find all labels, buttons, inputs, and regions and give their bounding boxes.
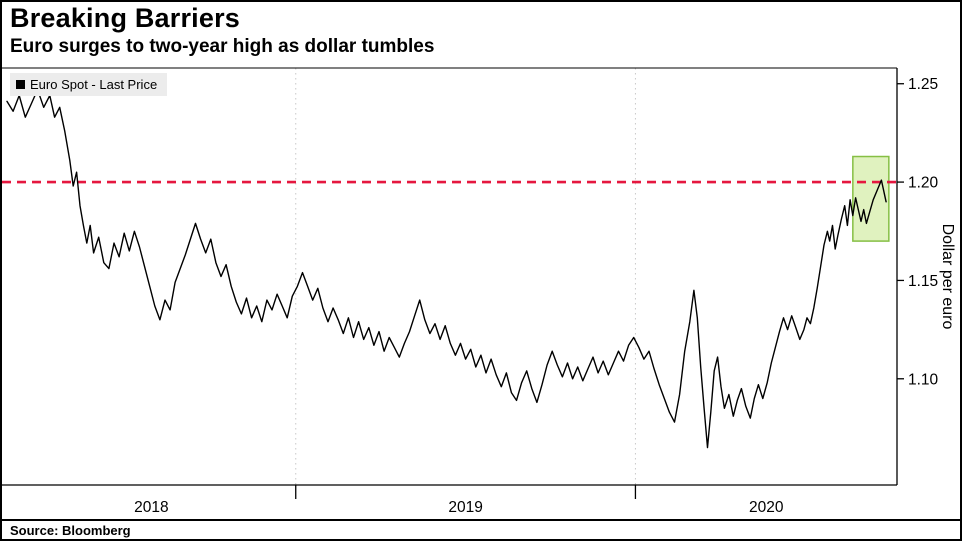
- price-line: [6, 88, 887, 449]
- chart-subtitle: Euro surges to two-year high as dollar t…: [10, 36, 435, 57]
- source-credit: Source: Bloomberg: [10, 523, 131, 538]
- x-tick-label: 2018: [134, 499, 168, 516]
- legend: Euro Spot - Last Price: [10, 73, 168, 96]
- y-tick-label: 1.20: [908, 175, 939, 192]
- legend-label: Euro Spot - Last Price: [30, 77, 158, 92]
- y-axis-title: Dollar per euro: [939, 224, 956, 330]
- legend-marker-icon: [16, 80, 25, 89]
- x-tick-label: 2020: [749, 499, 784, 516]
- chart-title: Breaking Barriers: [10, 3, 241, 33]
- y-tick-label: 1.10: [908, 371, 939, 388]
- highlight-box: [852, 155, 890, 242]
- source-divider: [2, 519, 962, 521]
- y-tick-label: 1.15: [908, 273, 938, 290]
- y-tick-label: 1.25: [908, 76, 938, 93]
- x-tick-label: 2019: [448, 499, 482, 516]
